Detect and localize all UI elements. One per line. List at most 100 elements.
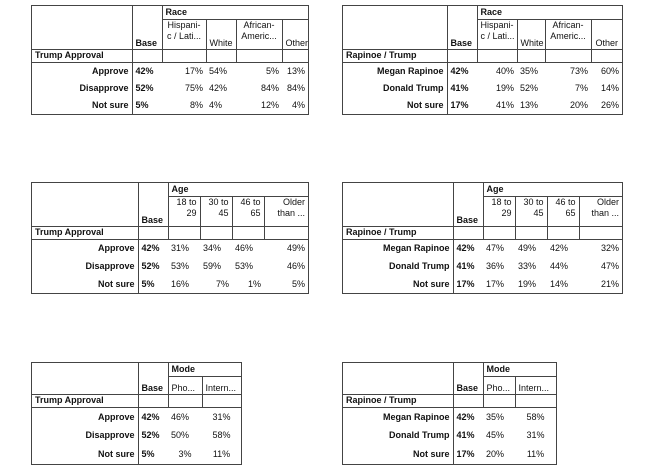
cell: 21% xyxy=(600,278,619,289)
base-value: 5% xyxy=(131,96,162,114)
row-label: Approve xyxy=(32,238,138,258)
column-header: 18 to 29 xyxy=(482,196,515,226)
column-header: Intern... xyxy=(514,376,556,394)
table-row: Approve 42% 31% 34% 46% 49% xyxy=(32,238,308,258)
cell: 20% xyxy=(486,449,505,460)
cell: 36% xyxy=(486,260,505,271)
base-value: 17% xyxy=(452,275,483,293)
crosstab-mode-rapinoe-trump: Mode Base Pho... Intern... Rapinoe / Tru… xyxy=(342,362,557,465)
base-value: 5% xyxy=(137,445,168,464)
cell: 59% xyxy=(203,260,222,271)
cell: 31% xyxy=(168,238,200,258)
table-row: Donald Trump 41% 36% 33% 44% 47% xyxy=(343,257,622,276)
row-label: Not sure xyxy=(412,278,450,289)
cell: 12% xyxy=(260,99,279,110)
row-label: Disapprove xyxy=(79,82,129,93)
table-row: Disapprove 52% 53% 59% 53% 46% xyxy=(32,257,308,276)
cell: 17% xyxy=(162,61,206,80)
cell: 26% xyxy=(600,99,619,110)
row-title: Trump Approval xyxy=(32,225,138,239)
base-value: 41% xyxy=(452,426,483,446)
cell: 75% xyxy=(184,82,203,93)
crosstab-age-rapinoe-trump: Age Base 18 to 29 30 to 45 46 to 65 Olde… xyxy=(342,182,623,294)
cell: 4% xyxy=(291,99,305,110)
cell: 50% xyxy=(171,430,190,441)
cell: 31% xyxy=(202,406,241,427)
cell: 7% xyxy=(574,82,588,93)
cell: 35% xyxy=(483,406,515,427)
row-label: Donald Trump xyxy=(389,260,450,271)
row-label: Disapprove xyxy=(85,430,135,441)
table-row: Donald Trump 41% 19% 52% 7% 14% xyxy=(343,79,622,97)
base-value: 42% xyxy=(131,61,162,80)
column-header: Other xyxy=(590,19,622,49)
cell: 11% xyxy=(212,449,231,460)
row-label: Donald Trump xyxy=(383,82,444,93)
cell: 1% xyxy=(247,278,261,289)
cell: 33% xyxy=(518,260,537,271)
column-header: Older than ... xyxy=(263,196,308,226)
base-value: 42% xyxy=(137,238,168,258)
row-title: Rapinoe / Trump xyxy=(343,225,453,239)
table-row: Not sure 5% 3% 11% xyxy=(32,445,241,464)
base-value: 42% xyxy=(137,406,168,427)
cell: 84% xyxy=(260,82,279,93)
table-row: Megan Rapinoe 42% 40% 35% 73% 60% xyxy=(343,61,622,80)
base-value: 42% xyxy=(446,61,477,80)
column-header: African- Americ... xyxy=(544,19,591,49)
cell: 73% xyxy=(545,61,591,80)
base-value: 52% xyxy=(137,426,168,446)
cell: 54% xyxy=(206,61,236,80)
cell: 11% xyxy=(526,449,545,460)
row-label: Megan Rapinoe xyxy=(343,238,453,258)
cell: 31% xyxy=(526,430,545,441)
cell: 8% xyxy=(189,99,203,110)
column-header: Older than ... xyxy=(578,196,622,226)
base-value: 42% xyxy=(452,406,483,427)
cell: 49% xyxy=(515,238,547,258)
cell: 42% xyxy=(209,82,228,93)
table-row: Not sure 17% 17% 19% 14% 21% xyxy=(343,275,622,293)
cell: 4% xyxy=(209,99,223,110)
column-header: Pho... xyxy=(482,376,515,394)
table-row: Approve 42% 17% 54% 5% 13% xyxy=(32,61,308,80)
cell: 19% xyxy=(518,278,537,289)
cell: 49% xyxy=(264,238,308,258)
cell: 17% xyxy=(486,278,505,289)
cell: 5% xyxy=(236,61,282,80)
group-label: Race xyxy=(476,6,622,20)
row-title: Trump Approval xyxy=(32,48,132,62)
column-header: Other xyxy=(281,19,308,49)
cell: 40% xyxy=(477,61,517,80)
row-label: Approve xyxy=(32,61,132,80)
row-label: Disapprove xyxy=(85,260,135,271)
cell: 47% xyxy=(483,238,515,258)
column-header: White xyxy=(516,19,545,49)
base-header: Base xyxy=(452,376,483,394)
group-label: Mode xyxy=(482,363,556,377)
table-row: Megan Rapinoe 42% 47% 49% 42% 32% xyxy=(343,238,622,258)
column-header: 30 to 45 xyxy=(514,196,547,226)
base-header: Base xyxy=(137,376,168,394)
crosstab-race-trump-approval: Race Base Hispani- c / Lati... White Afr… xyxy=(31,5,309,115)
cell: 14% xyxy=(550,278,569,289)
cell: 5% xyxy=(291,278,305,289)
row-title: Rapinoe / Trump xyxy=(343,48,447,62)
base-value: 17% xyxy=(452,445,483,464)
row-label: Not sure xyxy=(91,99,129,110)
table-row: Approve 42% 46% 31% xyxy=(32,406,241,427)
row-title: Trump Approval xyxy=(32,393,138,407)
cell: 44% xyxy=(550,260,569,271)
cell: 60% xyxy=(591,61,622,80)
base-header: Base xyxy=(446,19,477,49)
column-header: Intern... xyxy=(201,376,241,394)
cell: 58% xyxy=(212,430,231,441)
row-label: Not sure xyxy=(97,278,135,289)
cell: 20% xyxy=(569,99,588,110)
column-header: Hispani- c / Lati... xyxy=(476,19,517,49)
cell: 52% xyxy=(520,82,539,93)
column-header: Hispani- c / Lati... xyxy=(161,19,206,49)
crosstab-mode-trump-approval: Mode Base Pho... Intern... Trump Approva… xyxy=(31,362,242,465)
cell: 34% xyxy=(200,238,232,258)
cell: 41% xyxy=(495,99,514,110)
